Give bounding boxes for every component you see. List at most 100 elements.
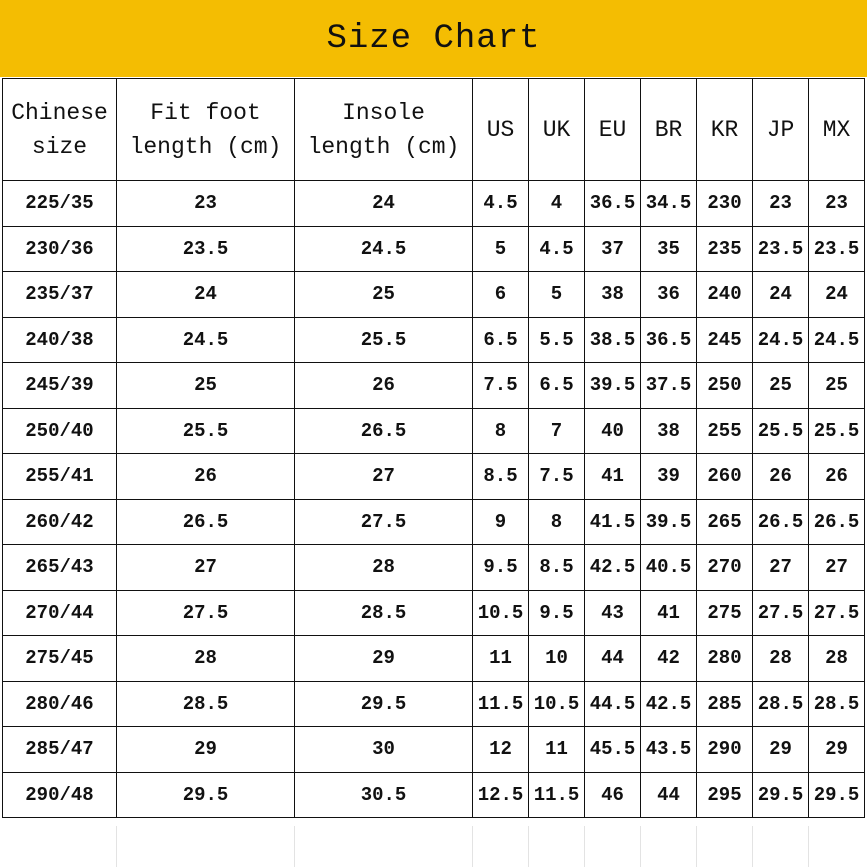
cell-fit-foot-length: 28 (116, 635, 295, 682)
cell-insole-length: 30.5 (294, 771, 473, 818)
table-row: 225/35 23 24 4.5 4 36.5 34.5 230 23 23 (2, 180, 865, 227)
header-jp: JP (752, 78, 809, 181)
cell-kr: 265 (696, 498, 753, 545)
cell-chinese-size: 245/39 (2, 362, 117, 409)
cell-jp: 24 (752, 271, 809, 318)
cell-eu: 37 (584, 225, 641, 272)
cell-insole-length: 29 (294, 635, 473, 682)
cell-fit-foot-length: 24.5 (116, 316, 295, 363)
cell-br: 41 (640, 589, 697, 636)
header-text: EU (598, 116, 627, 143)
cell-mx: 23 (808, 180, 865, 227)
cell-mx: 24.5 (808, 316, 865, 363)
cell-br: 36.5 (640, 316, 697, 363)
cell-br: 39.5 (640, 498, 697, 545)
cell-fit-foot-length: 26 (116, 453, 295, 500)
cell-fit-foot-length: 25 (116, 362, 295, 409)
cell-uk: 7 (528, 407, 585, 454)
cell-fit-foot-length: 28.5 (116, 680, 295, 727)
cell-uk: 4 (528, 180, 585, 227)
cell-us: 6 (472, 271, 529, 318)
table-row: 245/39 25 26 7.5 6.5 39.5 37.5 250 25 25 (2, 362, 865, 409)
cell-eu: 40 (584, 407, 641, 454)
cell-kr: 240 (696, 271, 753, 318)
cell-jp: 25 (752, 362, 809, 409)
table-row: 235/37 24 25 6 5 38 36 240 24 24 (2, 271, 865, 318)
cell-chinese-size: 270/44 (2, 589, 117, 636)
cell-chinese-size: 255/41 (2, 453, 117, 500)
cell-br: 44 (640, 771, 697, 818)
cell-eu: 46 (584, 771, 641, 818)
cell-kr: 280 (696, 635, 753, 682)
cell-jp: 25.5 (752, 407, 809, 454)
table-row: 265/43 27 28 9.5 8.5 42.5 40.5 270 27 27 (2, 544, 865, 591)
cell-insole-length: 27 (294, 453, 473, 500)
header-text: MX (822, 116, 851, 143)
table-row: 285/47 29 30 12 11 45.5 43.5 290 29 29 (2, 726, 865, 773)
cell-us: 5 (472, 225, 529, 272)
table-row: 240/38 24.5 25.5 6.5 5.5 38.5 36.5 245 24.5 24.5 (2, 316, 865, 363)
cell-mx: 24 (808, 271, 865, 318)
header-text: KR (710, 116, 739, 143)
cell-fit-foot-length: 27.5 (116, 589, 295, 636)
header-text: BR (654, 116, 683, 143)
header-text: Fit foot (150, 99, 261, 126)
cell-uk: 9.5 (528, 589, 585, 636)
table-row: 230/36 23.5 24.5 5 4.5 37 35 235 23.5 23.5 (2, 225, 865, 272)
cell-fit-foot-length: 26.5 (116, 498, 295, 545)
cell-us: 4.5 (472, 180, 529, 227)
cell-us: 8 (472, 407, 529, 454)
header-chinese-size: Chinese size (2, 78, 117, 181)
header-eu: EU (584, 78, 641, 181)
cell-br: 34.5 (640, 180, 697, 227)
cell-us: 12.5 (472, 771, 529, 818)
table-row: 250/40 25.5 26.5 8 7 40 38 255 25.5 25.5 (2, 407, 865, 454)
cell-kr: 275 (696, 589, 753, 636)
cell-uk: 10 (528, 635, 585, 682)
cell-fit-foot-length: 23.5 (116, 225, 295, 272)
cell-jp: 23.5 (752, 225, 809, 272)
cell-kr: 255 (696, 407, 753, 454)
cell-jp: 24.5 (752, 316, 809, 363)
cell-insole-length: 24 (294, 180, 473, 227)
cell-jp: 27 (752, 544, 809, 591)
cell-jp: 23 (752, 180, 809, 227)
cell-jp: 27.5 (752, 589, 809, 636)
cell-jp: 26 (752, 453, 809, 500)
cell-jp: 29.5 (752, 771, 809, 818)
cell-chinese-size: 275/45 (2, 635, 117, 682)
cell-br: 43.5 (640, 726, 697, 773)
size-table: Chinese size Fit foot length (cm) Insole leng… (2, 78, 865, 818)
header-fit-foot-length: Fit foot length (cm) (116, 78, 295, 181)
cell-uk: 11.5 (528, 771, 585, 818)
header-us: US (472, 78, 529, 181)
cell-eu: 39.5 (584, 362, 641, 409)
cell-kr: 270 (696, 544, 753, 591)
cell-us: 8.5 (472, 453, 529, 500)
cell-insole-length: 25.5 (294, 316, 473, 363)
cell-us: 9.5 (472, 544, 529, 591)
cell-us: 9 (472, 498, 529, 545)
cell-insole-length: 30 (294, 726, 473, 773)
cell-us: 11 (472, 635, 529, 682)
cell-fit-foot-length: 25.5 (116, 407, 295, 454)
cell-chinese-size: 265/43 (2, 544, 117, 591)
cell-chinese-size: 235/37 (2, 271, 117, 318)
cell-eu: 42.5 (584, 544, 641, 591)
cell-chinese-size: 225/35 (2, 180, 117, 227)
cell-jp: 28 (752, 635, 809, 682)
cell-chinese-size: 230/36 (2, 225, 117, 272)
header-text: JP (766, 116, 795, 143)
cell-mx: 28 (808, 635, 865, 682)
header-row: Chinese size Fit foot length (cm) Insole leng… (2, 78, 865, 181)
cell-kr: 235 (696, 225, 753, 272)
cell-mx: 25.5 (808, 407, 865, 454)
cell-uk: 7.5 (528, 453, 585, 500)
cell-br: 35 (640, 225, 697, 272)
cell-uk: 6.5 (528, 362, 585, 409)
cell-eu: 44 (584, 635, 641, 682)
header-mx: MX (808, 78, 865, 181)
cell-fit-foot-length: 29 (116, 726, 295, 773)
cell-mx: 28.5 (808, 680, 865, 727)
cell-mx: 23.5 (808, 225, 865, 272)
